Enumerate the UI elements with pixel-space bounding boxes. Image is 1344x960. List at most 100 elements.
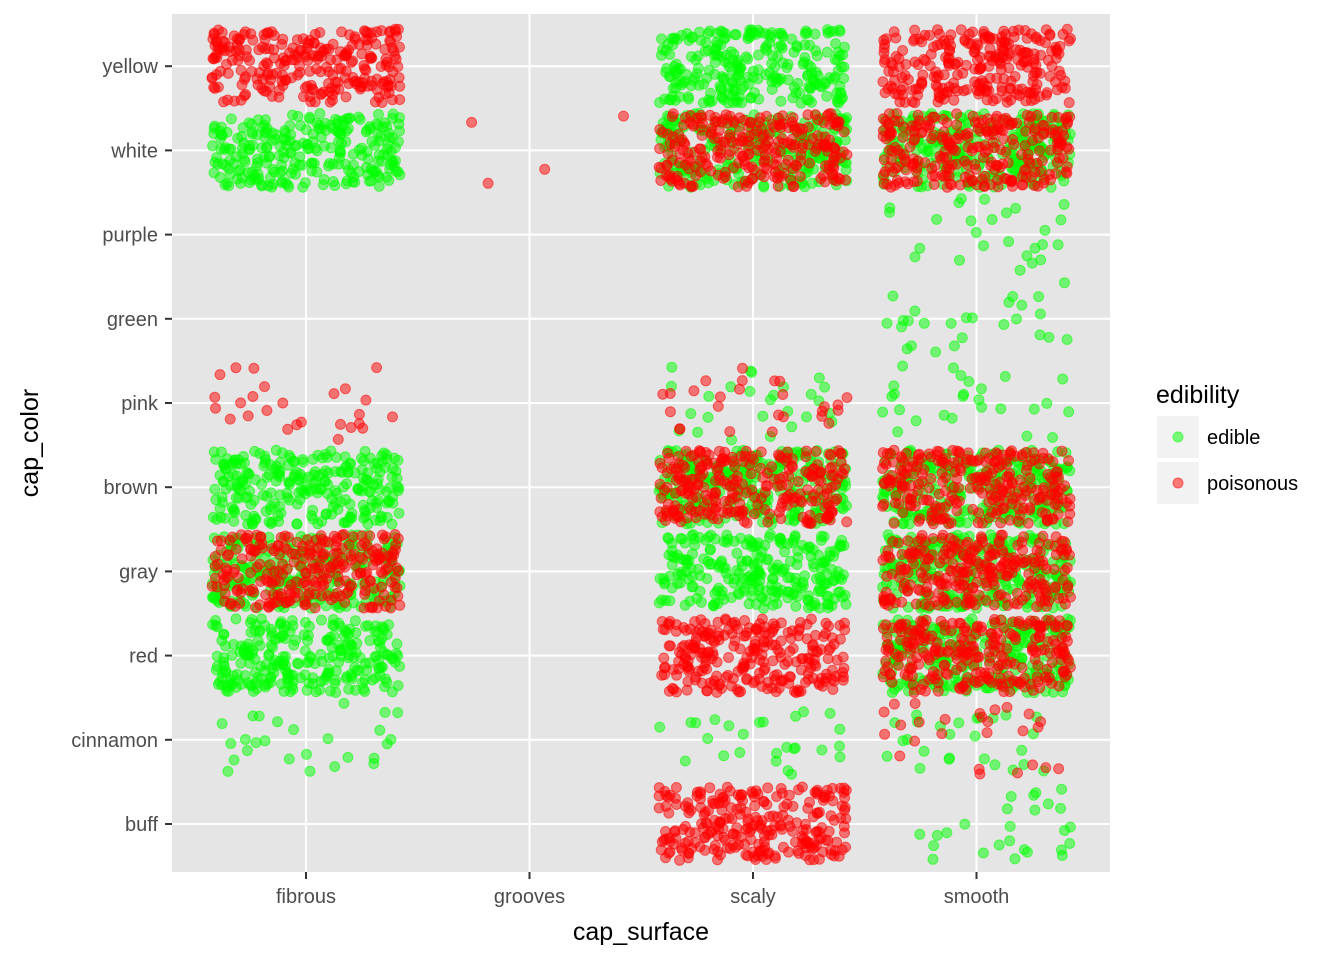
point-edible [360,506,372,518]
point-poisonous [907,158,919,170]
point-edible [728,573,740,585]
point-poisonous [1061,118,1073,130]
point-edible [998,319,1010,330]
point-poisonous [777,471,789,483]
point-poisonous [795,617,806,628]
point-poisonous [834,173,846,185]
point-edible [657,44,669,56]
point-poisonous [260,86,272,97]
point-edible [822,24,834,36]
point-edible [986,214,998,225]
point-poisonous [1020,125,1032,137]
point-poisonous [944,45,955,57]
point-poisonous [315,66,327,78]
point-edible [1011,313,1022,325]
point-poisonous [1051,157,1063,169]
point-edible [782,58,794,70]
point-poisonous [323,78,334,89]
point-edible [250,737,262,749]
point-poisonous [292,69,304,81]
point-poisonous [705,165,717,177]
point-poisonous [985,179,997,191]
point-edible [704,558,716,570]
point-edible [316,614,327,626]
point-edible [732,96,744,108]
point-poisonous [934,28,945,40]
point-edible [381,676,393,688]
point-poisonous [775,122,787,134]
point-poisonous [318,548,330,560]
point-poisonous [707,679,719,690]
point-edible [212,678,224,690]
point-poisonous [902,178,914,190]
point-edible [801,27,813,39]
point-poisonous [693,665,704,677]
point-edible [324,158,335,169]
data-points [206,23,1076,866]
point-poisonous [314,559,326,571]
point-poisonous [759,504,771,515]
point-poisonous [761,799,773,811]
point-poisonous [371,543,383,555]
point-poisonous [239,73,251,85]
point-poisonous [758,129,770,141]
point-poisonous [1018,164,1030,176]
point-edible [1052,239,1064,251]
point-edible [712,598,724,610]
point-poisonous [838,787,850,798]
point-edible [314,108,326,119]
point-poisonous [714,391,726,403]
point-poisonous [879,87,891,99]
point-edible [753,584,765,596]
point-edible [841,500,852,512]
point-edible [786,421,798,433]
point-edible [339,625,351,637]
point-poisonous [340,91,352,103]
point-edible [909,251,921,263]
point-poisonous [228,30,240,42]
point-poisonous [790,159,802,171]
point-edible [764,529,776,540]
point-edible [834,26,846,37]
point-poisonous [779,658,791,670]
point-edible [284,120,296,132]
point-poisonous [261,405,273,416]
point-poisonous [750,624,762,636]
point-edible [1003,236,1015,248]
point-poisonous [358,537,370,549]
point-poisonous [1029,67,1041,79]
point-poisonous [1046,60,1058,72]
point-edible [886,390,898,402]
point-edible [371,462,383,474]
point-edible [223,143,235,155]
point-edible [730,29,742,41]
point-edible [369,139,381,151]
point-poisonous [1032,180,1044,192]
point-edible [887,290,899,302]
point-poisonous [1022,517,1034,529]
point-edible [824,546,836,558]
point-edible [999,371,1011,382]
point-edible [219,512,231,524]
point-edible [334,144,346,156]
point-poisonous [381,76,393,87]
point-poisonous [712,830,724,842]
point-edible [965,215,977,227]
point-edible [241,745,253,757]
point-poisonous [841,516,853,528]
point-poisonous [772,644,784,656]
point-poisonous [290,576,302,588]
point-edible [363,175,375,187]
point-poisonous [1036,155,1048,167]
point-poisonous [248,545,260,557]
point-edible [789,530,801,542]
point-edible [227,458,239,470]
point-poisonous [957,67,969,79]
point-poisonous [951,108,963,120]
point-poisonous [735,450,747,462]
point-edible [767,573,779,585]
point-poisonous [674,179,686,191]
point-poisonous [387,411,398,423]
point-poisonous [1029,125,1041,137]
point-poisonous [239,26,251,38]
